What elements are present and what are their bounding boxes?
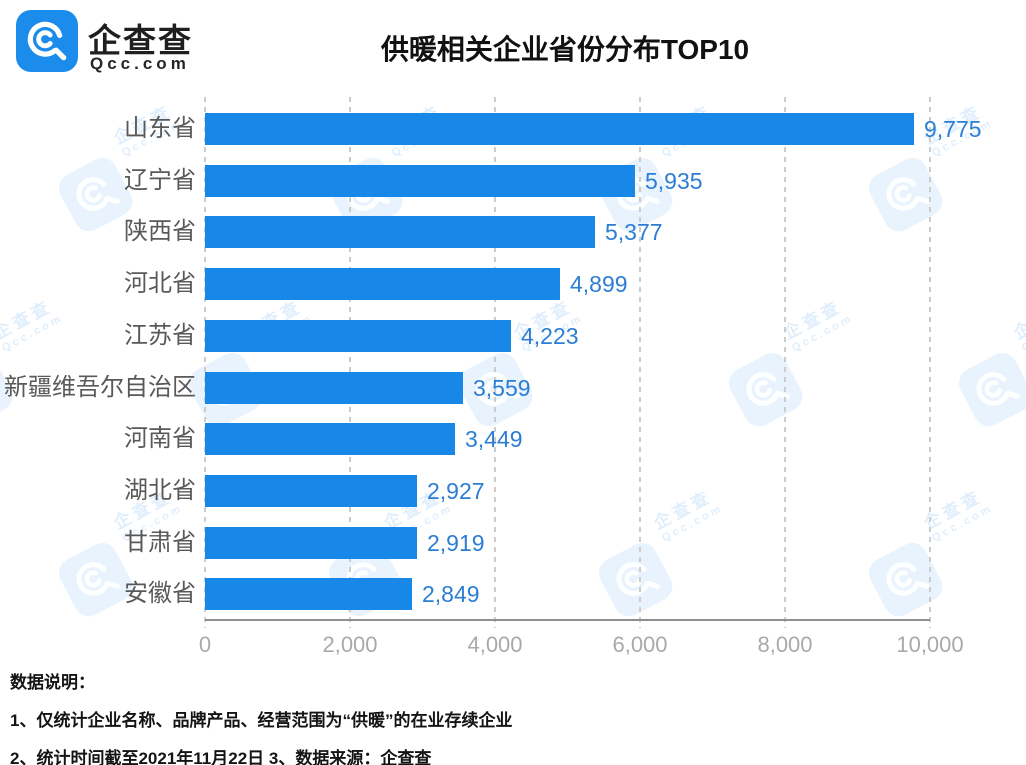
value-label: 4,899	[570, 271, 628, 298]
value-label: 2,919	[427, 529, 485, 556]
bar	[205, 526, 417, 559]
x-axis-tick-label: 4,000	[467, 632, 523, 657]
value-label: 5,935	[645, 167, 703, 194]
bar-row-5: 江苏省 4,223	[0, 319, 1026, 352]
footnotes: 数据说明： 1、仅统计企业名称、品牌产品、经营范围为“供暖”的在业存续企业 2、…	[10, 668, 512, 765]
bar-row-3: 陕西省 5,377	[0, 216, 1026, 249]
logo-domain: Qcc.com	[90, 54, 190, 73]
x-axis-tick-label: 8,000	[757, 632, 813, 657]
chart-title: 供暖相关企业省份分布TOP10	[380, 34, 750, 65]
bar-row-2: 辽宁省 5,935	[0, 164, 1026, 197]
footnote-line-2: 2、统计时间截至2021年11月22日 3、数据来源：企查查	[10, 749, 432, 765]
bar	[205, 423, 455, 456]
value-label: 4,223	[521, 322, 579, 349]
value-label: 2,927	[427, 477, 485, 504]
x-axis-tick-label: 6,000	[612, 632, 668, 657]
footnote-line-1: 1、仅统计企业名称、品牌产品、经营范围为“供暖”的在业存续企业	[10, 711, 513, 730]
category-label: 河南省	[124, 425, 196, 453]
gridline-x-6000	[639, 97, 641, 628]
gridline-x-0	[204, 97, 206, 628]
category-label: 安徽省	[124, 580, 196, 608]
bar	[205, 216, 595, 249]
bar-row-7: 河南省 3,449	[0, 423, 1026, 456]
value-label: 3,449	[465, 426, 523, 453]
bar	[205, 268, 560, 301]
category-label: 江苏省	[124, 321, 196, 349]
bar-row-9: 甘肃省 2,919	[0, 526, 1026, 559]
bar	[205, 474, 417, 507]
category-label: 陕西省	[124, 218, 196, 246]
qcc-logo-icon	[16, 10, 78, 72]
category-label: 甘肃省	[124, 528, 196, 556]
value-label: 9,775	[924, 116, 982, 142]
category-label: 湖北省	[124, 476, 196, 504]
value-label: 5,377	[605, 219, 663, 246]
bar-row-8: 湖北省 2,927	[0, 474, 1026, 507]
bar	[205, 113, 914, 145]
bar	[205, 319, 511, 352]
bar-row-4: 河北省 4,899	[0, 268, 1026, 301]
gridline-x-8000	[784, 97, 786, 628]
gridline-x-2000	[349, 97, 351, 628]
category-label: 河北省	[124, 270, 196, 298]
bar	[205, 164, 635, 197]
bar-row-1: 山东省 9,775	[0, 113, 1026, 145]
x-axis-line	[205, 619, 930, 621]
category-label: 辽宁省	[124, 166, 196, 194]
logo-name: 企查查	[88, 22, 193, 59]
value-label: 2,849	[422, 581, 480, 608]
gridline-x-4000	[494, 97, 496, 628]
footnote-heading: 数据说明：	[10, 673, 95, 692]
bar-row-6: 新疆维吾尔自治区 3,559	[0, 371, 1026, 404]
bar-row-10: 安徽省 2,849	[0, 578, 1026, 611]
qcc-spiral-glyph	[27, 21, 67, 61]
category-label: 新疆维吾尔自治区	[4, 373, 196, 401]
gridline-x-10000	[929, 97, 931, 628]
x-axis-tick-label: 10,000	[896, 632, 964, 657]
x-axis-tick-label: 2,000	[322, 632, 378, 657]
x-axis-tick-label: 0	[198, 632, 212, 657]
category-label: 山东省	[124, 115, 196, 142]
